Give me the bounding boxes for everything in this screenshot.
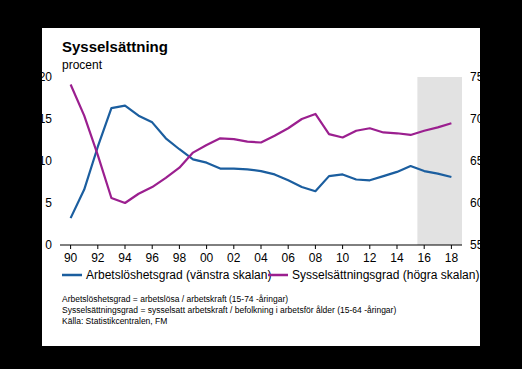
legend-label: Arbetslöshetsgrad (vänstra skalan) <box>86 268 271 282</box>
x-tick <box>206 245 207 249</box>
x-tick <box>424 245 425 249</box>
panel <box>42 28 480 346</box>
x-tick <box>342 245 343 249</box>
x-tick <box>70 245 71 249</box>
y-tick-label: 20 <box>39 70 53 84</box>
y2-tick-label: 55 <box>470 238 484 252</box>
y-tick-label: 15 <box>39 112 53 126</box>
x-tick-label: 90 <box>64 251 78 265</box>
x-tick-label: 16 <box>418 251 432 265</box>
x-tick-label: 02 <box>227 251 241 265</box>
x-tick <box>369 245 370 249</box>
plot-area <box>71 85 452 219</box>
x-tick <box>152 245 153 249</box>
y-tick-label: 10 <box>39 154 53 168</box>
note: Källa: Statistikcentralen, FM <box>62 316 167 326</box>
y-tick <box>57 77 60 78</box>
y2-tick-label: 65 <box>470 154 484 168</box>
note: Arbetslöshetsgrad = arbetslösa / arbetsk… <box>62 294 288 304</box>
y-tick <box>57 119 60 120</box>
x-tick-label: 92 <box>91 251 105 265</box>
x-tick <box>97 245 98 249</box>
x-tick <box>451 245 452 249</box>
x-tick-label: 14 <box>390 251 404 265</box>
x-tick <box>396 245 397 249</box>
title: Sysselsättning <box>62 38 168 55</box>
x-tick <box>261 245 262 249</box>
chart: Sysselsättning procent 0 5 10 15 20 55 60 65 70 75 9… <box>0 0 522 369</box>
y-tick <box>57 245 60 246</box>
y2-tick <box>462 119 465 120</box>
y2-tick <box>462 161 465 162</box>
x-tick-label: 06 <box>282 251 296 265</box>
x-tick <box>125 245 126 249</box>
y-label: procent <box>62 58 103 72</box>
y2-tick-label: 60 <box>470 196 484 210</box>
forecast-shade <box>417 77 462 245</box>
x-tick-label: 10 <box>336 251 350 265</box>
x-tick-label: 18 <box>445 251 459 265</box>
x-tick-label: 00 <box>200 251 214 265</box>
x-tick <box>315 245 316 249</box>
legend-label: Sysselsättningsgrad (högra skalan) <box>292 268 479 282</box>
x-tick-label: 96 <box>146 251 160 265</box>
y-tick <box>57 161 60 162</box>
x-tick-label: 94 <box>118 251 132 265</box>
x-tick <box>288 245 289 249</box>
y2-tick-label: 70 <box>470 112 484 126</box>
y2-tick <box>462 245 465 246</box>
x-tick-label: 08 <box>309 251 323 265</box>
legend-swatch <box>268 274 288 277</box>
y2-tick-label: 75 <box>470 70 484 84</box>
x-tick-label: 12 <box>363 251 377 265</box>
x-tick <box>179 245 180 249</box>
y-tick-label: 0 <box>45 238 52 252</box>
x-tick-label: 98 <box>173 251 187 265</box>
background <box>0 0 522 369</box>
series-line <box>71 85 452 203</box>
legend-swatch <box>62 274 82 277</box>
x-tick-label: 04 <box>254 251 268 265</box>
y2-tick <box>462 203 465 204</box>
y-tick <box>57 203 60 204</box>
y2-tick <box>462 77 465 78</box>
y-tick-label: 5 <box>45 196 52 210</box>
x-tick <box>233 245 234 249</box>
note: Sysselsättningsgrad = sysselsatt arbetsk… <box>62 305 396 315</box>
